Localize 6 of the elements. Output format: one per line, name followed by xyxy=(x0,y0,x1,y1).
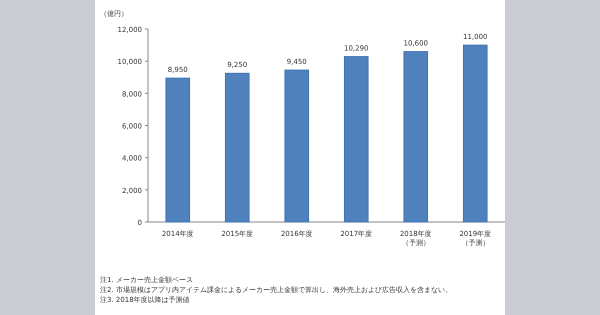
bar xyxy=(403,51,428,222)
bar xyxy=(344,56,369,222)
bar xyxy=(165,78,190,222)
bar xyxy=(224,72,250,222)
bar xyxy=(462,44,488,222)
bar xyxy=(284,70,310,222)
